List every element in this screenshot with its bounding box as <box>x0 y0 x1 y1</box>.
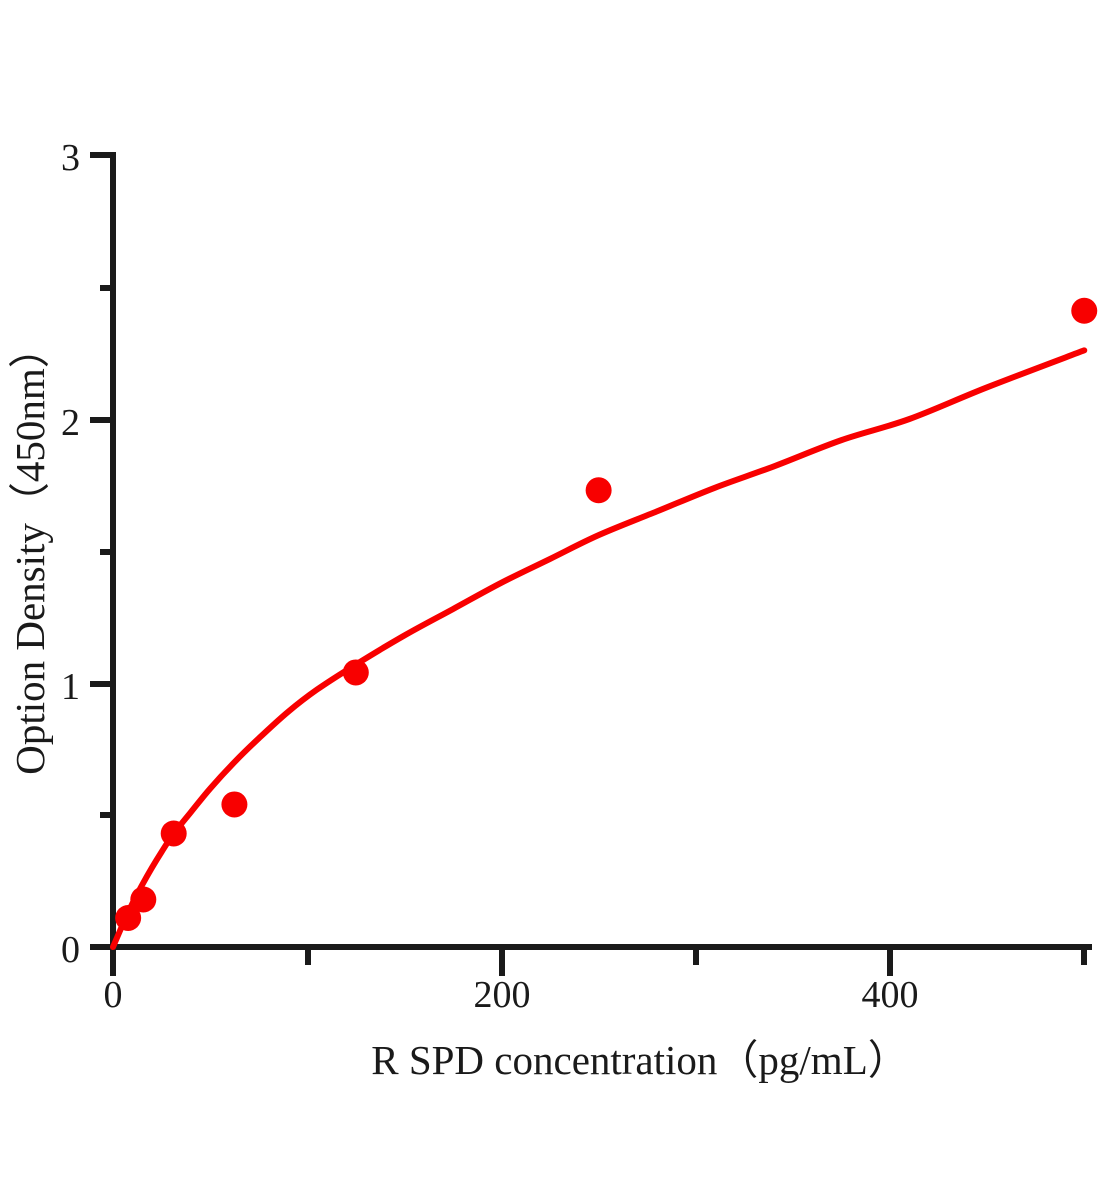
data-layer <box>110 297 1098 950</box>
y-tick-label-0: 0 <box>61 929 80 971</box>
data-point <box>130 886 157 913</box>
data-point <box>160 820 187 847</box>
y-tick-label-2: 2 <box>61 402 80 444</box>
data-point <box>585 477 612 504</box>
y-tick-label-1: 1 <box>61 666 80 708</box>
x-tick-label-400: 400 <box>862 974 919 1016</box>
data-point-group <box>115 297 1098 931</box>
x-tick-label-0: 0 <box>104 974 123 1016</box>
x-axis-title: R SPD concentration（pg/mL） <box>371 1037 909 1083</box>
data-point <box>342 659 369 686</box>
x-tick-label-200: 200 <box>474 974 531 1016</box>
x-axis: 0 200 400 <box>104 944 1092 1016</box>
y-tick-label-3: 3 <box>61 137 80 179</box>
y-axis-title: Option Density（450nm） <box>7 327 53 775</box>
data-point <box>115 904 142 931</box>
data-point <box>1071 297 1098 324</box>
data-point <box>221 791 248 818</box>
y-axis: 3 2 1 0 <box>61 137 116 971</box>
